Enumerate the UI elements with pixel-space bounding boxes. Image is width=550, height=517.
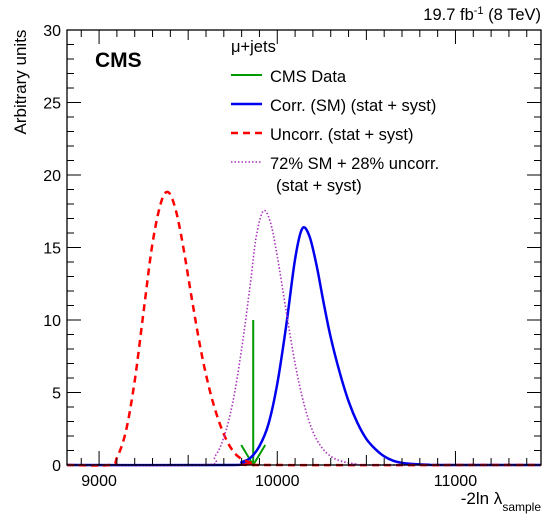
series-line-uncorr: [66, 190, 542, 467]
legend-label-data: CMS Data: [270, 68, 347, 86]
y-tick-label: 10: [43, 313, 61, 330]
series-line-sm: [66, 226, 542, 467]
y-tick-label: 15: [43, 241, 61, 258]
series-line-mix: [66, 209, 542, 467]
legend-label-sm: Corr. (SM) (stat + syst): [270, 97, 436, 115]
legend-label-mix: 72% SM + 28% uncorr.: [270, 155, 439, 173]
y-tick-label: 20: [43, 168, 61, 185]
x-tick-label: 9000: [81, 473, 117, 490]
legend: μ+jets CMS Data Corr. (SM) (stat + syst)…: [231, 38, 439, 195]
legend-label-mix-line2: (stat + syst): [276, 177, 362, 195]
y-tick-label: 30: [43, 23, 61, 40]
luminosity-label: 19.7 fb-1 (8 TeV): [423, 5, 541, 24]
y-tick-label: 5: [52, 386, 61, 403]
legend-label-uncorr: Uncorr. (stat + syst): [270, 126, 414, 144]
legend-header: μ+jets: [231, 38, 276, 56]
y-axis-title: Arbitrary units: [11, 30, 30, 135]
x-tick-label: 10000: [255, 473, 300, 490]
x-tick-label: 11000: [434, 473, 477, 490]
experiment-label: CMS: [95, 49, 142, 72]
y-tick-label: 0: [52, 458, 61, 475]
y-tick-label: 25: [43, 96, 61, 113]
x-axis-title: -2ln λsample: [461, 489, 542, 514]
plot-frame: [66, 29, 542, 466]
